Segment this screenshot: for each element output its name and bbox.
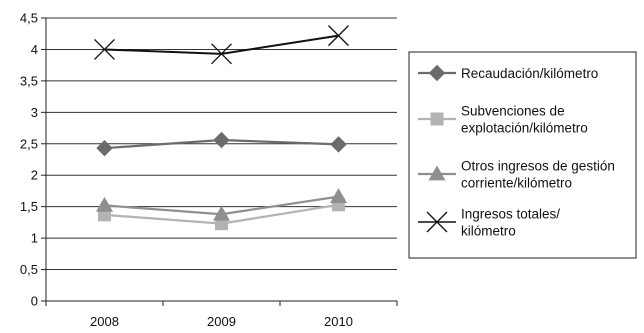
- legend-marker: [428, 165, 446, 181]
- legend-marker: [426, 211, 448, 233]
- y-tick-label: 0: [31, 294, 38, 309]
- legend-label: Ingresos totales/: [461, 207, 560, 222]
- x-marker-stroke: [211, 43, 232, 65]
- legend-marker: [428, 64, 446, 82]
- x-marker-stroke: [328, 25, 349, 47]
- data-point: [96, 196, 113, 212]
- y-tick-label: 2: [31, 168, 38, 183]
- y-tick-label: 3,5: [20, 73, 38, 88]
- data-point: [213, 131, 230, 149]
- x-tick-label: 2009: [207, 314, 236, 329]
- legend-marker: [430, 112, 444, 126]
- legend-label: Otros ingresos de gestión: [461, 159, 615, 174]
- series-group: [94, 25, 349, 231]
- series-0: [96, 131, 347, 157]
- y-tick-label: 0,5: [20, 262, 38, 277]
- legend-box: [408, 51, 637, 259]
- data-point: [330, 188, 347, 203]
- series-line: [104, 34, 339, 55]
- y-tick-label: 1: [31, 231, 38, 246]
- legend-label: Recaudación/kilómetro: [461, 66, 598, 81]
- axes: 0 0,5 1 1,5 2 2,5 3 3,5 4 4,5 2008 2009 2010: [20, 11, 398, 329]
- legend-label: Subvenciones de: [461, 104, 565, 119]
- x-tick-label: 2008: [90, 314, 119, 329]
- legend-entry-3: Ingresos totales/kilómetro: [418, 207, 560, 239]
- y-tick-label: 3: [31, 105, 38, 120]
- series-2: [96, 188, 347, 221]
- legend-entry-1: Subvenciones de explotación/kilómetro: [418, 104, 588, 136]
- data-point: [330, 136, 347, 153]
- data-point: [213, 205, 230, 221]
- legend-entry-2: Otros ingresos de gestión corriente/kilóm…: [418, 159, 615, 191]
- y-tick-label: 4,5: [20, 11, 38, 26]
- legend-label: explotación/kilómetro: [461, 121, 588, 136]
- legend-label: corriente/kilómetro: [461, 176, 572, 191]
- data-point: [211, 43, 232, 65]
- legend-entry-0: Recaudación/kilómetro: [418, 64, 598, 82]
- data-point: [328, 25, 349, 47]
- x-marker-stroke: [94, 38, 115, 60]
- x-marker-stroke: [426, 211, 448, 233]
- series-3: [94, 25, 349, 65]
- legend: Recaudación/kilómetro Subvenciones de expl…: [408, 51, 637, 259]
- data-point: [94, 38, 115, 60]
- data-point: [96, 139, 113, 157]
- y-tick-label: 2,5: [20, 136, 38, 151]
- x-tick-label: 2010: [324, 314, 353, 329]
- y-tick-label: 1,5: [20, 199, 38, 214]
- y-tick-label: 4: [31, 42, 38, 57]
- legend-label: kilómetro: [461, 224, 516, 239]
